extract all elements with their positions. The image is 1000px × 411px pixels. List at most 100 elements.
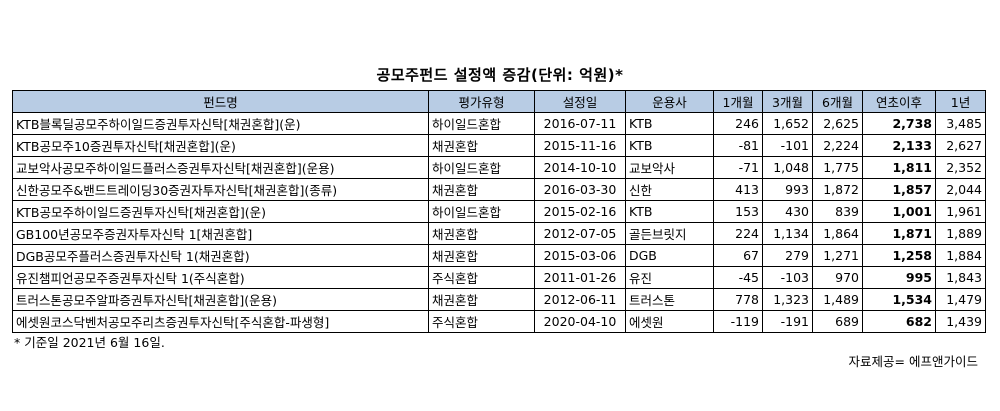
table-cell: KTB bbox=[625, 112, 714, 135]
table-cell: 67 bbox=[713, 244, 763, 267]
table-cell: 1,857 bbox=[862, 178, 936, 201]
table-cell: GB100년공모주증권자투자신탁 1[채권혼합] bbox=[12, 222, 429, 245]
table-row: DGB공모주플러스증권투자신탁 1(채권혼합) 채권혼합 2015-03-06 DGB… bbox=[12, 244, 986, 267]
table-cell: 트러스톤공모주알파증권투자신탁[채권혼합](운용) bbox=[12, 288, 429, 311]
table-cell: DGB공모주플러스증권투자신탁 1(채권혼합) bbox=[12, 244, 429, 267]
table-cell: 1,323 bbox=[762, 288, 813, 311]
table-row: KTB공모주10증권투자신탁[채권혼합](운) 채권혼합 2015-11-16 KTB… bbox=[12, 134, 986, 157]
table-cell: 778 bbox=[713, 288, 763, 311]
fund-table: 펀드명 평가유형 설정일 운용사 1개월 3개월 6개월 연초이후 1년 KTB블록딜공모주하이… bbox=[12, 90, 986, 333]
table-cell: -191 bbox=[762, 310, 813, 333]
table-cell: KTB공모주하이일드증권투자신탁[채권혼합](운) bbox=[12, 200, 429, 223]
table-cell: 2,133 bbox=[862, 134, 936, 157]
table-cell: -119 bbox=[713, 310, 763, 333]
table-cell: 224 bbox=[713, 222, 763, 245]
table-cell: 1,652 bbox=[762, 112, 813, 135]
table-cell: -81 bbox=[713, 134, 763, 157]
table-cell: KTB bbox=[625, 200, 714, 223]
table-cell: 1,884 bbox=[935, 244, 986, 267]
column-header: 펀드명 bbox=[12, 90, 429, 113]
table-cell: 하이일드혼합 bbox=[428, 156, 535, 179]
table-cell: 2015-03-06 bbox=[534, 244, 626, 267]
table-cell: 993 bbox=[762, 178, 813, 201]
table-cell: 신한공모주&밴드트레이딩30증권자투자신탁[채권혼합](종류) bbox=[12, 178, 429, 201]
table-cell: 교보악사공모주하이일드플러스증권투자신탁[채권혼합](운용) bbox=[12, 156, 429, 179]
table-cell: -101 bbox=[762, 134, 813, 157]
table-cell: 430 bbox=[762, 200, 813, 223]
column-header: 6개월 bbox=[812, 90, 863, 113]
table-cell: 1,871 bbox=[862, 222, 936, 245]
table-cell: 2015-11-16 bbox=[534, 134, 626, 157]
table-cell: 채권혼합 bbox=[428, 178, 535, 201]
table-cell: 2,627 bbox=[935, 134, 986, 157]
table-cell: 1,048 bbox=[762, 156, 813, 179]
table-cell: 1,001 bbox=[862, 200, 936, 223]
table-cell: 1,479 bbox=[935, 288, 986, 311]
table-cell: 2011-01-26 bbox=[534, 266, 626, 289]
table-cell: 2012-07-05 bbox=[534, 222, 626, 245]
table-row: KTB공모주하이일드증권투자신탁[채권혼합](운) 하이일드혼합 2015-02-1… bbox=[12, 200, 986, 223]
table-cell: 2,625 bbox=[812, 112, 863, 135]
table-cell: 2,352 bbox=[935, 156, 986, 179]
table-cell: 주식혼합 bbox=[428, 310, 535, 333]
table-cell: 279 bbox=[762, 244, 813, 267]
column-header: 운용사 bbox=[625, 90, 714, 113]
column-header: 3개월 bbox=[762, 90, 813, 113]
header-row: 펀드명 평가유형 설정일 운용사 1개월 3개월 6개월 연초이후 1년 bbox=[12, 90, 986, 113]
table-row: KTB블록딜공모주하이일드증권투자신탁[채권혼합](운) 하이일드혼합 2016-0… bbox=[12, 112, 986, 135]
table-cell: 153 bbox=[713, 200, 763, 223]
table-cell: 1,775 bbox=[812, 156, 863, 179]
table-cell: 채권혼합 bbox=[428, 244, 535, 267]
table-cell: 유진 bbox=[625, 266, 714, 289]
table-row: GB100년공모주증권자투자신탁 1[채권혼합] 채권혼합 2012-07-05 골든… bbox=[12, 222, 986, 245]
table-cell: 1,534 bbox=[862, 288, 936, 311]
table-cell: 골든브릿지 bbox=[625, 222, 714, 245]
table-cell: 하이일드혼합 bbox=[428, 112, 535, 135]
table-cell: 하이일드혼합 bbox=[428, 200, 535, 223]
table-cell: 신한 bbox=[625, 178, 714, 201]
table-cell: 1,872 bbox=[812, 178, 863, 201]
table-cell: 1,864 bbox=[812, 222, 863, 245]
column-header: 설정일 bbox=[534, 90, 626, 113]
table-cell: 채권혼합 bbox=[428, 134, 535, 157]
table-cell: 1,489 bbox=[812, 288, 863, 311]
table-cell: 2014-10-10 bbox=[534, 156, 626, 179]
table-row: 트러스톤공모주알파증권투자신탁[채권혼합](운용) 채권혼합 2012-06-11 트… bbox=[12, 288, 986, 311]
table-cell: 1,134 bbox=[762, 222, 813, 245]
table-cell: 2016-03-30 bbox=[534, 178, 626, 201]
table-cell: 유진챔피언공모주증권투자신탁 1(주식혼합) bbox=[12, 266, 429, 289]
table-cell: 1,258 bbox=[862, 244, 936, 267]
table-cell: 교보악사 bbox=[625, 156, 714, 179]
table-cell: 1,811 bbox=[862, 156, 936, 179]
table-cell: 채권혼합 bbox=[428, 288, 535, 311]
footnote: * 기준일 2021년 6월 16일. bbox=[14, 335, 165, 350]
table-cell: 246 bbox=[713, 112, 763, 135]
table-cell: 1,961 bbox=[935, 200, 986, 223]
column-header: 평가유형 bbox=[428, 90, 535, 113]
table-cell: -103 bbox=[762, 266, 813, 289]
table-cell: -45 bbox=[713, 266, 763, 289]
table-cell: 2015-02-16 bbox=[534, 200, 626, 223]
table-row: 유진챔피언공모주증권투자신탁 1(주식혼합) 주식혼합 2011-01-26 유진 -4… bbox=[12, 266, 986, 289]
column-header: 1개월 bbox=[713, 90, 763, 113]
table-cell: 2,044 bbox=[935, 178, 986, 201]
table-cell: 970 bbox=[812, 266, 863, 289]
source-credit: 자료제공= 에프앤가이드 bbox=[848, 354, 978, 369]
table-cell: 1,889 bbox=[935, 222, 986, 245]
table-cell: 트러스톤 bbox=[625, 288, 714, 311]
column-header: 연초이후 bbox=[862, 90, 936, 113]
table-cell: 3,485 bbox=[935, 112, 986, 135]
table-cell: 413 bbox=[713, 178, 763, 201]
table-cell: 682 bbox=[862, 310, 936, 333]
table-cell: 839 bbox=[812, 200, 863, 223]
table-cell: DGB bbox=[625, 244, 714, 267]
table-row: 에셋원코스닥벤처공모주리츠증권투자신탁[주식혼합-파생형] 주식혼합 2020-04… bbox=[12, 310, 986, 333]
table-row: 신한공모주&밴드트레이딩30증권자투자신탁[채권혼합](종류) 채권혼합 2016-… bbox=[12, 178, 986, 201]
table-cell: KTB공모주10증권투자신탁[채권혼합](운) bbox=[12, 134, 429, 157]
table-cell: 689 bbox=[812, 310, 863, 333]
column-header: 1년 bbox=[935, 90, 986, 113]
table-cell: KTB bbox=[625, 134, 714, 157]
table-cell: 2,738 bbox=[862, 112, 936, 135]
table-cell: 2012-06-11 bbox=[534, 288, 626, 311]
table-row: 교보악사공모주하이일드플러스증권투자신탁[채권혼합](운용) 하이일드혼합 2014… bbox=[12, 156, 986, 179]
